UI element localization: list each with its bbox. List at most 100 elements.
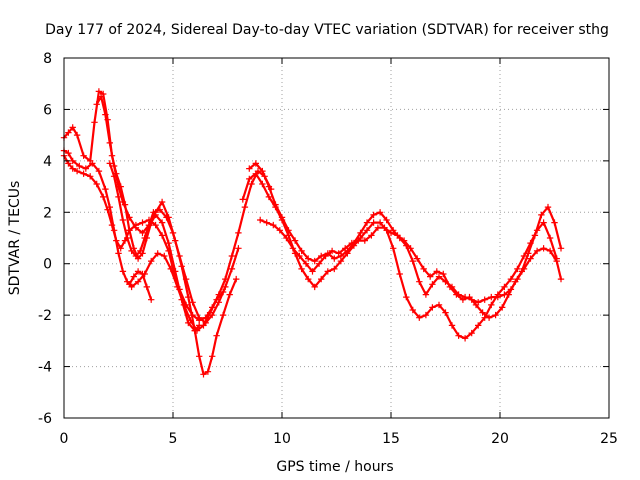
- data-point: [551, 219, 558, 226]
- data-point: [331, 265, 338, 273]
- data-point: [80, 170, 87, 177]
- data-point: [383, 216, 390, 224]
- data-point: [270, 221, 277, 229]
- data-point: [228, 265, 236, 273]
- data-point: [169, 229, 177, 237]
- data-point: [148, 257, 155, 265]
- data-point: [119, 216, 127, 224]
- data-point: [518, 268, 525, 275]
- data-point: [481, 296, 488, 303]
- series-satellite-track-1: [60, 152, 275, 324]
- data-point: [126, 214, 133, 221]
- data-point: [143, 283, 150, 291]
- data-point: [110, 173, 118, 180]
- data-point: [533, 247, 541, 255]
- y-tick-label: 0: [43, 257, 52, 273]
- data-point: [370, 219, 377, 226]
- data-point: [252, 170, 259, 177]
- data-point: [178, 296, 185, 303]
- data-point: [126, 227, 133, 234]
- data-point: [176, 252, 183, 260]
- data-point: [209, 353, 216, 360]
- data-point: [139, 270, 146, 278]
- series-path: [95, 95, 238, 376]
- data-point: [540, 219, 547, 226]
- data-point: [93, 180, 100, 188]
- data-point: [553, 255, 560, 262]
- data-point: [448, 322, 456, 329]
- data-point: [472, 301, 480, 309]
- data-point: [422, 291, 430, 298]
- series-satellite-track-3: [60, 88, 203, 334]
- x-tick-label: 10: [273, 431, 291, 447]
- data-point: [97, 93, 105, 100]
- data-point: [69, 124, 76, 131]
- series-path: [108, 162, 240, 324]
- data-point: [110, 162, 118, 170]
- data-point: [435, 301, 443, 309]
- data-point: [239, 196, 246, 203]
- data-point: [468, 329, 475, 337]
- series-satellite-track-9: [239, 170, 560, 342]
- data-point: [322, 252, 329, 260]
- x-axis-ticks: 0 5 10 15 20 25: [60, 431, 618, 447]
- data-point: [65, 129, 72, 136]
- data-point: [461, 335, 469, 342]
- data-point: [150, 209, 157, 216]
- data-point: [357, 234, 364, 242]
- data-point: [276, 227, 283, 234]
- data-point: [141, 234, 148, 242]
- data-point: [302, 260, 310, 267]
- data-point: [305, 275, 312, 283]
- data-point: [95, 88, 103, 95]
- data-point: [427, 273, 434, 280]
- data-point: [501, 283, 508, 291]
- data-point: [435, 273, 443, 280]
- data-point: [331, 255, 338, 262]
- data-point: [152, 221, 159, 229]
- data-point: [265, 183, 273, 190]
- data-point: [527, 239, 534, 247]
- data-series-layer: [60, 88, 565, 378]
- data-point: [93, 101, 100, 108]
- x-tick-label: 5: [169, 431, 178, 447]
- data-point: [69, 165, 76, 172]
- y-tick-label: -6: [38, 411, 52, 427]
- data-point: [110, 227, 118, 234]
- data-point: [492, 311, 499, 319]
- x-tick-label: 15: [382, 431, 400, 447]
- data-point: [196, 353, 203, 360]
- data-point: [311, 257, 318, 265]
- data-point: [494, 291, 501, 298]
- data-point: [252, 160, 259, 167]
- data-point: [514, 265, 521, 273]
- data-point: [429, 304, 436, 311]
- data-point: [106, 160, 113, 167]
- data-point: [137, 247, 144, 255]
- data-point: [407, 245, 414, 252]
- data-point: [475, 322, 482, 329]
- plot-area-frame: [63, 57, 610, 419]
- series-satellite-track-8: [257, 203, 565, 321]
- y-tick-label: 4: [43, 154, 52, 170]
- data-point: [128, 247, 135, 255]
- data-point: [158, 198, 166, 206]
- data-point: [394, 232, 401, 239]
- data-point: [235, 229, 242, 237]
- axis-tick-marks: [63, 57, 610, 419]
- data-point: [265, 193, 273, 201]
- data-point: [298, 247, 305, 255]
- y-tick-label: 6: [43, 102, 52, 118]
- data-point: [87, 157, 94, 165]
- data-point: [115, 250, 122, 257]
- data-point: [544, 203, 552, 211]
- x-tick-label: 0: [60, 431, 69, 447]
- data-point: [73, 131, 81, 139]
- data-point: [376, 209, 384, 216]
- data-point: [291, 237, 299, 244]
- data-point: [344, 250, 351, 257]
- data-point: [538, 211, 545, 219]
- series-path: [62, 90, 201, 332]
- data-point: [387, 229, 395, 237]
- data-point: [154, 250, 161, 257]
